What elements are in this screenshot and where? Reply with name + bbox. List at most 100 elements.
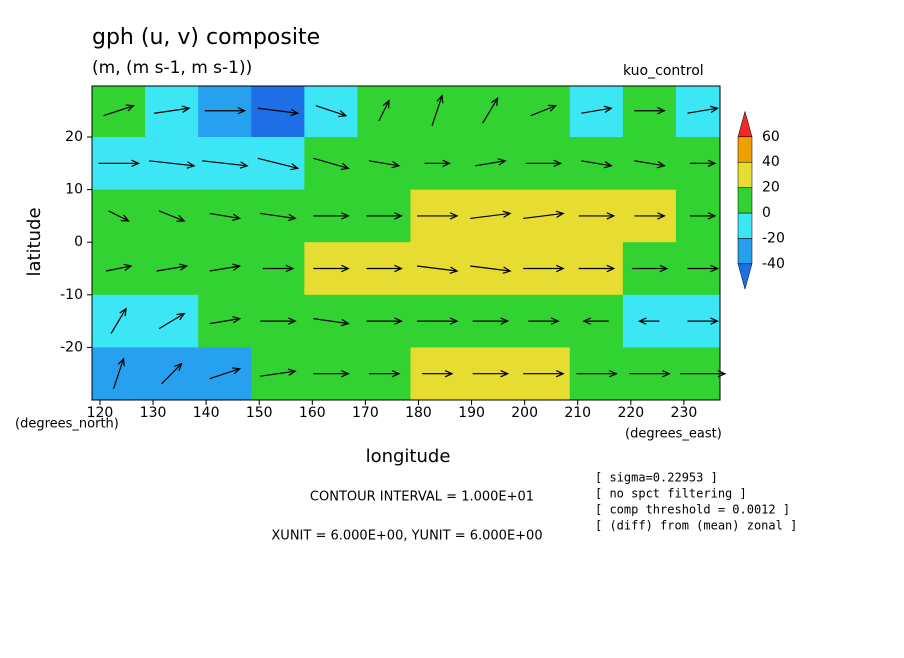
axes: 120 130 140 150 160 170 180 190 200 210 220 230-20-…	[60, 85, 721, 421]
wind-arrow	[209, 316, 242, 325]
colorbar-segment	[737, 136, 753, 163]
wind-arrow	[581, 105, 613, 114]
wind-arrow	[634, 212, 666, 220]
x-tick-label: 140	[193, 405, 220, 421]
annotation: XUNIT = 6.000E+00, YUNIT = 6.000E+00	[271, 529, 542, 544]
colorbar-segment	[737, 212, 753, 239]
wind-arrow	[366, 264, 403, 273]
wind-arrow	[108, 210, 130, 222]
x-tick-label: 190	[458, 405, 485, 421]
wind-arrow	[158, 312, 186, 330]
note: [ comp threshold = 0.0012 ]	[595, 503, 790, 517]
annotation: CONTOUR INTERVAL = 1.000E+01	[310, 490, 534, 505]
wind-arrow	[154, 105, 191, 114]
wind-arrow	[528, 317, 560, 325]
x-tick-label: 150	[246, 405, 273, 421]
contour-cell	[304, 86, 358, 138]
colorbar-segment	[737, 110, 753, 138]
wind-arrow	[687, 105, 719, 114]
wind-arrow	[156, 263, 189, 272]
x-tick-label: 160	[299, 405, 326, 421]
y-axis-title: latitude	[24, 207, 45, 276]
colorbar-segment	[737, 238, 753, 265]
note: [ no spct filtering ]	[595, 487, 747, 501]
x-tick-label: 230	[671, 405, 698, 421]
colorbar-segment	[737, 187, 753, 214]
wind-arrow	[209, 367, 242, 380]
wind-arrow	[368, 160, 401, 169]
colorbar-label: 0	[762, 205, 771, 221]
colorbar-label: 40	[762, 154, 780, 170]
wind-arrow	[313, 157, 350, 171]
wind-arrow	[530, 104, 558, 117]
wind-arrow	[689, 212, 717, 220]
y-tick-label: 0	[74, 234, 83, 250]
wind-arrow	[525, 159, 563, 168]
wind-arrow	[634, 107, 666, 115]
field	[92, 86, 720, 400]
wind-arrow	[315, 105, 348, 118]
wind-arrow	[149, 160, 196, 169]
wind-arrow	[204, 107, 247, 115]
note: [ sigma=0.22953 ]	[595, 471, 718, 485]
y-unit-label: (degrees_north)	[15, 417, 119, 432]
wind-arrow	[257, 107, 300, 117]
contour-cell	[145, 86, 199, 138]
colorbar-label: 60	[762, 129, 780, 145]
wind-arrow	[523, 370, 565, 378]
wind-arrow	[98, 159, 141, 168]
wind-arrow	[475, 158, 507, 167]
wind-arrow	[470, 265, 512, 274]
y-tick-label: -10	[60, 287, 83, 303]
contour-cell	[569, 86, 624, 138]
contour-cell	[463, 86, 518, 138]
x-axis-title: longitude	[366, 446, 451, 467]
note: [ (diff) from (mean) zonal ]	[595, 519, 797, 533]
x-tick-label: 210	[564, 405, 591, 421]
wind-arrow	[581, 160, 613, 169]
wind-arrow	[687, 264, 719, 273]
wind-arrow	[209, 212, 242, 221]
wind-arrow	[112, 357, 125, 389]
colorbar-label: 20	[762, 180, 780, 196]
wind-arrow	[313, 212, 350, 220]
chart-title: gph (u, v) composite	[92, 25, 320, 50]
wind-arrow	[629, 370, 671, 378]
wind-arrow	[366, 317, 403, 325]
x-unit-label: (degrees_east)	[625, 427, 722, 442]
wind-arrow	[257, 157, 300, 171]
contour-cell	[357, 86, 412, 138]
wind-arrow	[523, 264, 565, 273]
x-tick-label: 200	[511, 405, 538, 421]
y-tick-label: 10	[65, 182, 83, 198]
contour-cell	[622, 86, 677, 138]
wind-arrow	[260, 212, 297, 222]
contour-cell	[92, 86, 146, 138]
x-tick-label: 220	[617, 405, 644, 421]
wind-arrow	[378, 99, 390, 121]
y-tick-label: 20	[65, 129, 83, 145]
wind-arrow	[689, 159, 717, 168]
wind-arrow	[424, 159, 452, 168]
wind-arrow	[634, 160, 666, 169]
wind-arrow	[158, 210, 186, 222]
wind-arrow	[368, 370, 401, 378]
wind-arrow	[103, 104, 135, 117]
wind-arrow	[262, 264, 295, 273]
wind-arrow	[631, 264, 669, 273]
plot-frame	[91, 85, 721, 401]
wind-arrow	[416, 265, 459, 274]
wind-arrow	[472, 370, 510, 378]
wind-arrow	[260, 368, 297, 377]
colorbar-label: -40	[762, 256, 785, 272]
wind-arrow	[110, 307, 127, 334]
wind-arrow	[366, 212, 403, 220]
colorbar-label: -20	[762, 230, 785, 246]
wind-arrow	[417, 317, 459, 325]
wind-arrow	[470, 210, 512, 220]
wind-arrow	[202, 160, 249, 169]
wind-arrow	[637, 317, 660, 325]
wind-arrow	[209, 263, 242, 272]
wind-arrow	[472, 317, 510, 325]
